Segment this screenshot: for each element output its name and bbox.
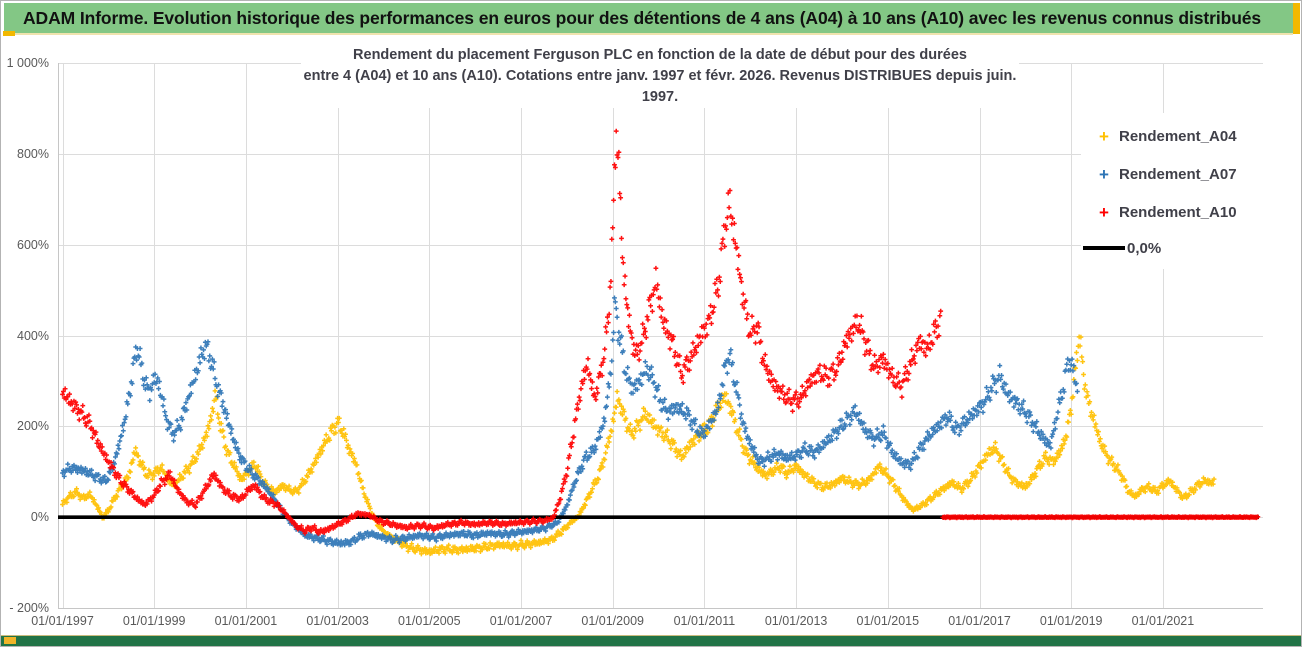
legend-item-rendement-a10: + Rendement_A10 [1081, 193, 1265, 231]
x-axis-tick-label: 01/01/2019 [1039, 614, 1103, 628]
zero-line-swatch-icon [1083, 246, 1125, 250]
x-axis-tick-label: 01/01/2021 [1131, 614, 1195, 628]
x-axis-tick-label: 01/01/2017 [948, 614, 1011, 628]
footer-bar [1, 635, 1301, 646]
legend-label: Rendement_A10 [1119, 203, 1237, 221]
footer-gold-accent [4, 637, 16, 644]
plus-marker-icon-a04: + [1099, 126, 1109, 146]
legend-label: Rendement_A07 [1119, 165, 1237, 183]
legend-item-rendement-a04: + Rendement_A04 [1081, 117, 1265, 155]
legend-label: Rendement_A04 [1119, 127, 1237, 145]
x-axis-tick-label: 01/01/2009 [581, 614, 644, 628]
chart-legend: + Rendement_A04 + Rendement_A07 + Rendem… [1081, 113, 1265, 269]
y-axis-tick-label: 800% [17, 146, 49, 161]
x-axis-tick-label: 01/01/2007 [489, 614, 553, 628]
plus-marker-icon-a07: + [1099, 164, 1109, 184]
y-axis-tick-label: 1 000% [6, 56, 49, 71]
x-axis-tick-label: 01/01/2001 [214, 614, 278, 628]
x-axis-tick-label: 01/01/2011 [673, 614, 736, 628]
chart-title-line1: Rendement du placement Ferguson PLC en f… [353, 47, 967, 63]
plus-marker-icon-a10: + [1099, 202, 1109, 222]
x-axis-tick-label: 01/01/1997 [31, 614, 94, 628]
legend-label: 0,0% [1127, 239, 1162, 257]
y-axis-tick-label: 0% [30, 510, 49, 525]
x-axis-tick-label: 01/01/2015 [856, 614, 920, 628]
legend-item-rendement-a07: + Rendement_A07 [1081, 155, 1265, 193]
y-axis-tick-label: 600% [17, 237, 49, 252]
x-axis-tick-label: 01/01/2003 [306, 614, 369, 628]
x-axis-tick-label: 01/01/1999 [122, 614, 186, 628]
chart-title: Rendement du placement Ferguson PLC en f… [301, 45, 1019, 108]
y-axis-tick-label: 400% [17, 328, 49, 343]
x-axis-tick-label: 01/01/2013 [764, 614, 828, 628]
legend-item-zero-line: 0,0% [1081, 233, 1265, 263]
y-axis-tick-label: 200% [17, 419, 49, 434]
chart-title-line2: entre 4 (A04) et 10 ans (A10). Cotations… [303, 68, 1017, 105]
y-axis-tick-label: - 200% [9, 601, 49, 616]
x-axis-tick-label: 01/01/2005 [398, 614, 461, 628]
